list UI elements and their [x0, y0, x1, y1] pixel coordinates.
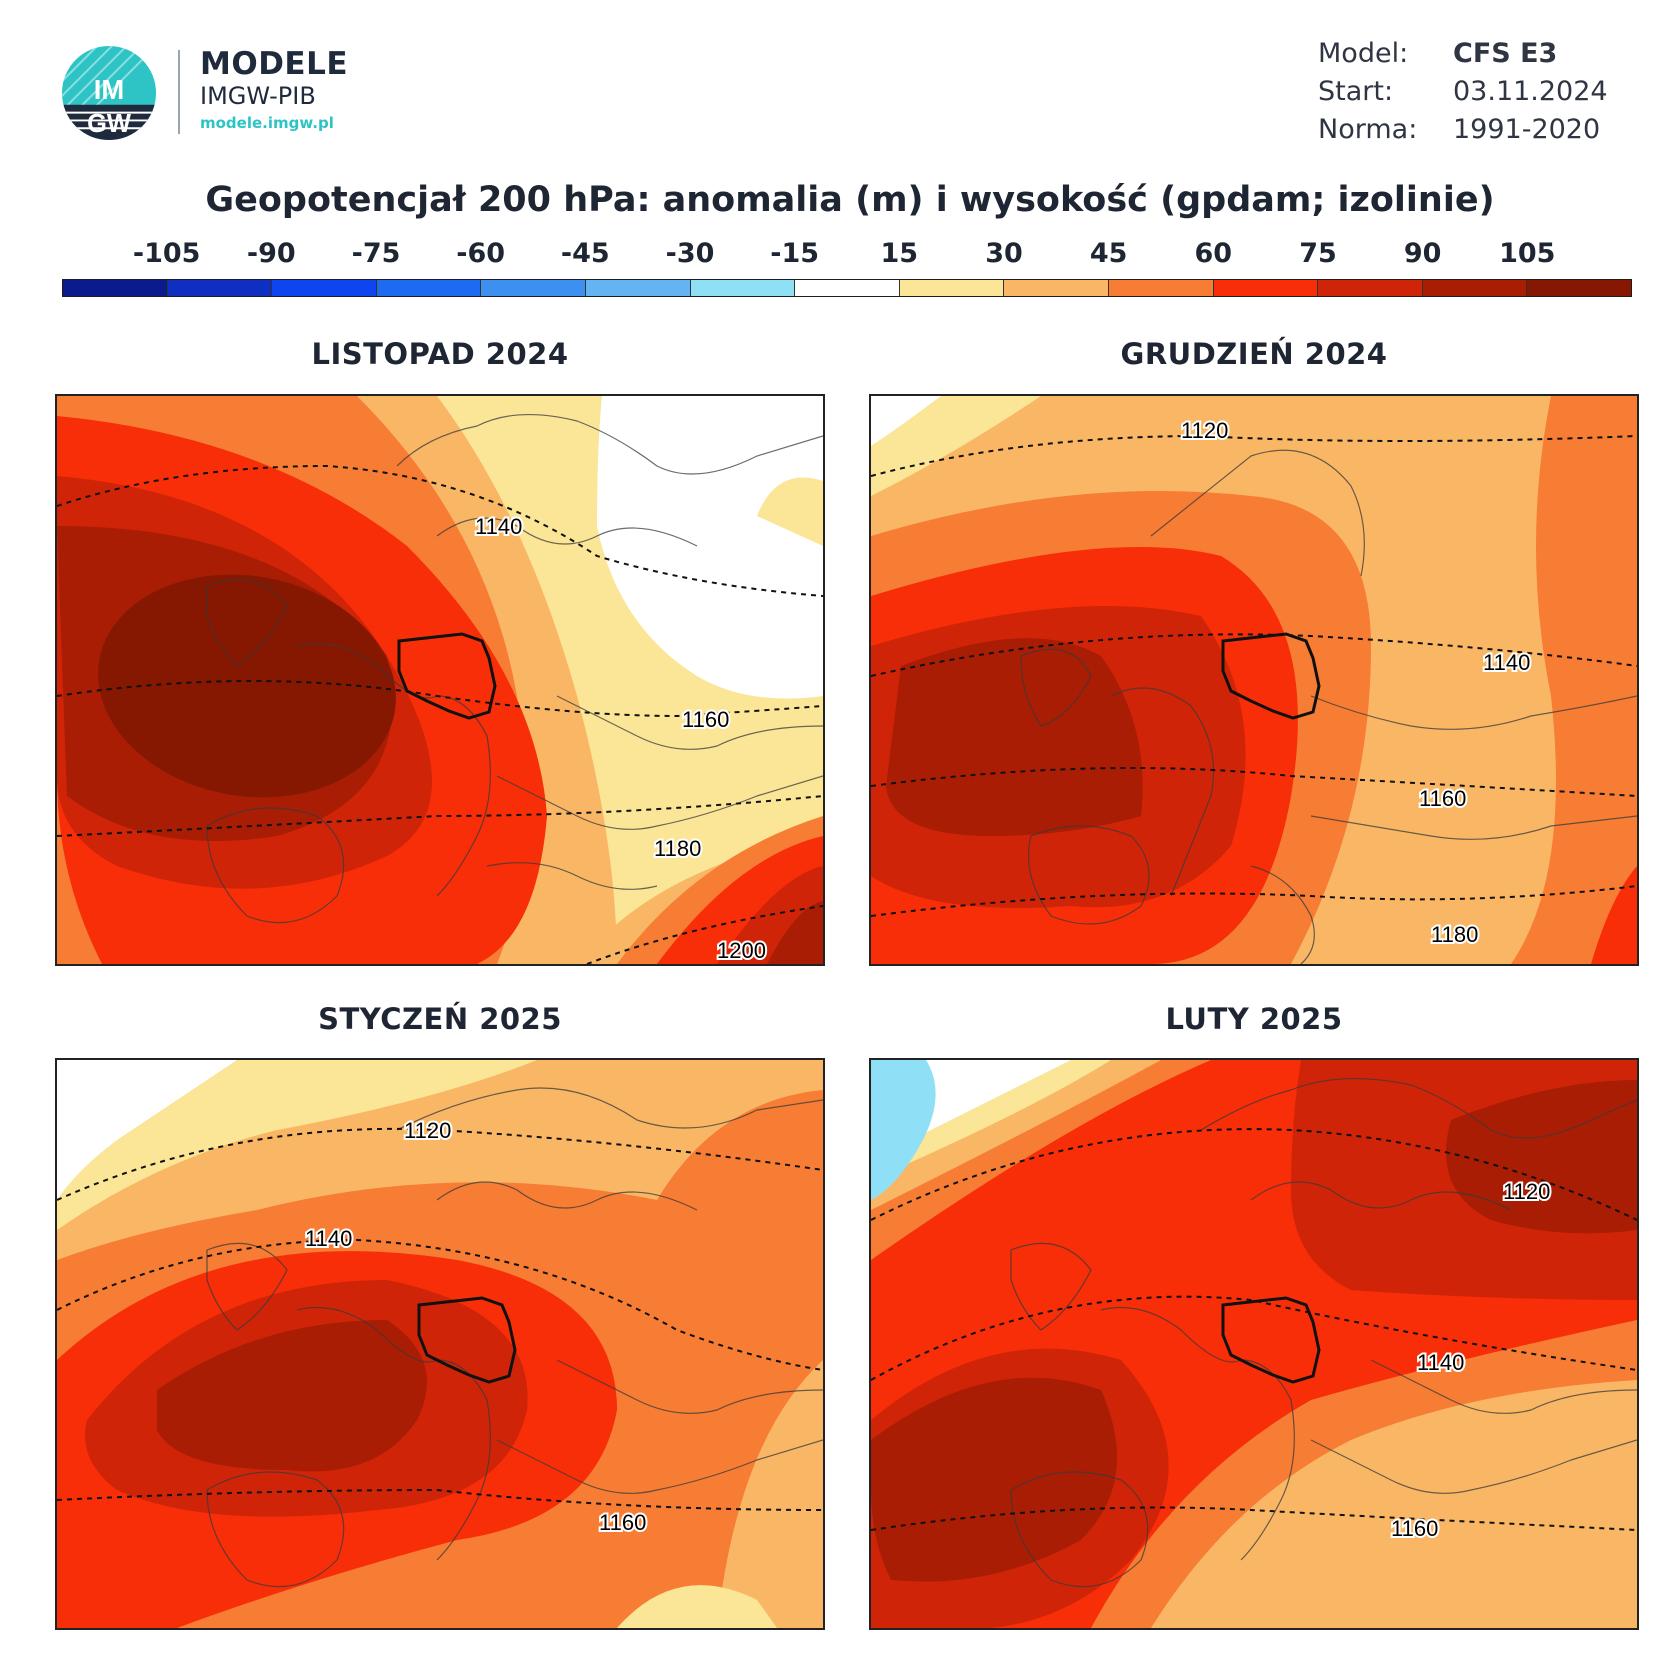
- colorbar-label: 45: [1089, 238, 1128, 269]
- colorbar-label: -30: [665, 238, 715, 269]
- isoline-label: 1140: [1483, 650, 1530, 675]
- panel-title-luty: LUTY 2025: [1165, 1002, 1343, 1036]
- isoline-label: 1160: [599, 1510, 646, 1535]
- logo-separator: [178, 50, 180, 134]
- colorbar-segment: [1318, 280, 1423, 296]
- panel-title-listopad: LISTOPAD 2024: [311, 337, 569, 371]
- meta-value: CFS E3: [1453, 38, 1558, 69]
- colorbar-segment: [795, 280, 900, 296]
- meta-row-norma: Norma: 1991-2020: [1318, 114, 1658, 152]
- map-panel-styczen: 1120 1140 1160: [55, 1058, 825, 1630]
- colorbar-label: 90: [1403, 238, 1442, 269]
- colorbar-label: 30: [985, 238, 1023, 269]
- colorbar-segment: [376, 280, 482, 296]
- colorbar-label: -105: [132, 238, 201, 269]
- meta-value: 1991-2020: [1453, 114, 1601, 145]
- page-title: Geopotencjał 200 hPa: anomalia (m) i wys…: [205, 180, 1495, 220]
- isoline-label: 1120: [1503, 1179, 1550, 1204]
- isoline-label: 1140: [475, 514, 522, 539]
- colorbar-label: 105: [1499, 238, 1556, 269]
- meta-row-model: Model: CFS E3: [1318, 38, 1658, 76]
- isoline-label: 1200: [717, 938, 766, 963]
- meta-value: 03.11.2024: [1453, 76, 1608, 107]
- brand-url[interactable]: modele.imgw.pl: [200, 114, 334, 132]
- colorbar-label: -60: [456, 238, 506, 269]
- colorbar-segment: [63, 280, 168, 296]
- isoline-label: 1120: [1181, 418, 1228, 443]
- colorbar-segment: [272, 280, 377, 296]
- panel-title-styczen: STYCZEŃ 2025: [318, 1002, 562, 1036]
- isoline-label: 1160: [1419, 786, 1466, 811]
- panel-title-grudzien: GRUDZIEŃ 2024: [1120, 337, 1388, 371]
- svg-text:IM: IM: [94, 74, 124, 105]
- map-panel-listopad: 1140 1160 1180 1200: [55, 394, 825, 966]
- isoline-label: 1120: [404, 1118, 451, 1143]
- svg-text:GW: GW: [87, 110, 132, 138]
- colorbar-segment: [1004, 280, 1109, 296]
- colorbar: [62, 279, 1632, 297]
- imgw-logo-icon: IM GW: [61, 45, 157, 141]
- map-panel-luty: 1120 1140 1160: [869, 1058, 1639, 1630]
- colorbar-segment: [1422, 280, 1528, 296]
- brand-line2: IMGW-PIB: [200, 82, 316, 110]
- model-meta: Model: CFS E3 Start: 03.11.2024 Norma: 1…: [1318, 38, 1658, 152]
- colorbar-segment: [1213, 280, 1319, 296]
- meta-key: Model:: [1318, 38, 1409, 69]
- isoline-label: 1160: [1391, 1516, 1438, 1541]
- colorbar-label: 75: [1299, 238, 1337, 269]
- colorbar-labels: -105 -90 -75 -60 -45 -30 -15 15 30 45 60…: [62, 238, 1632, 269]
- meta-key: Norma:: [1318, 114, 1418, 145]
- colorbar-segment: [481, 280, 586, 296]
- colorbar-label: -90: [246, 238, 296, 269]
- colorbar-label: -15: [770, 238, 820, 269]
- isoline-label: 1140: [1417, 1350, 1464, 1375]
- meta-row-start: Start: 03.11.2024: [1318, 76, 1658, 114]
- map-panel-grudzien: 1120 1140 1160 1180: [869, 394, 1639, 966]
- colorbar-label: -45: [560, 238, 610, 269]
- meta-key: Start:: [1318, 76, 1394, 107]
- colorbar-label: -75: [351, 238, 401, 269]
- imgw-logo: IM GW MODELE IMGW-PIB modele.imgw.pl: [60, 40, 360, 141]
- colorbar-segment: [690, 280, 796, 296]
- isoline-label: 1140: [305, 1226, 352, 1251]
- colorbar-segment: [167, 280, 273, 296]
- colorbar-label: 15: [880, 238, 919, 269]
- isoline-label: 1160: [682, 707, 729, 732]
- colorbar-segment: [1527, 280, 1631, 296]
- isoline-label: 1180: [654, 836, 701, 861]
- colorbar-segment: [585, 280, 691, 296]
- colorbar-label: 60: [1194, 238, 1233, 269]
- brand-line1: MODELE: [200, 46, 349, 82]
- isoline-label: 1180: [1431, 922, 1478, 947]
- colorbar-segment: [899, 280, 1005, 296]
- colorbar-segment: [1108, 280, 1214, 296]
